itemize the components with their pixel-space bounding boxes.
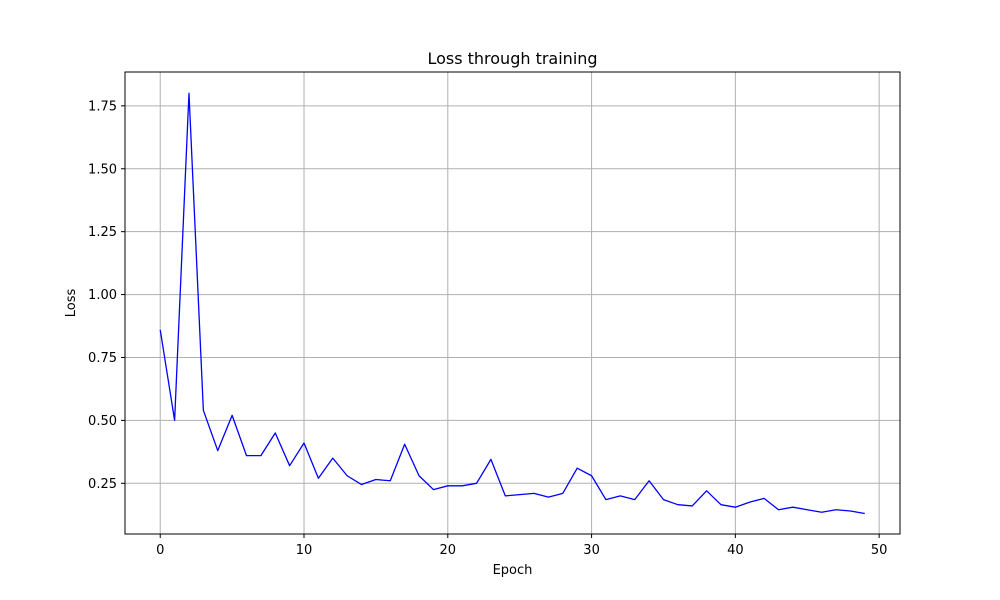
line-layer [159, 92, 865, 515]
x-tick-label: 10 [296, 543, 313, 558]
y-tick-label: 1.25 [88, 225, 117, 240]
grid-layer [125, 72, 900, 534]
x-axis-label: Epoch [493, 563, 533, 578]
x-tick-label: 0 [156, 543, 164, 558]
plot-frame [124, 71, 901, 535]
x-tick-label: 20 [440, 543, 457, 558]
chart-title: Loss through training [427, 49, 597, 68]
x-tick-label: 50 [871, 543, 888, 558]
y-tick-label: 1.00 [88, 288, 117, 303]
x-tick-label: 40 [727, 543, 744, 558]
x-tick-label: 30 [583, 543, 600, 558]
y-tick-label: 0.25 [88, 477, 117, 492]
y-tick-label: 0.50 [88, 414, 117, 429]
loss-series-line [159, 92, 865, 515]
tick-layer: 0 10 20 30 40 50 0.25 0.50 0.75 1.00 1.25 1.50 1.75 [88, 99, 887, 558]
y-tick-label: 1.75 [88, 99, 117, 114]
y-axis-label: Loss [64, 289, 79, 318]
y-tick-label: 1.50 [88, 162, 117, 177]
y-tick-label: 0.75 [88, 351, 117, 366]
